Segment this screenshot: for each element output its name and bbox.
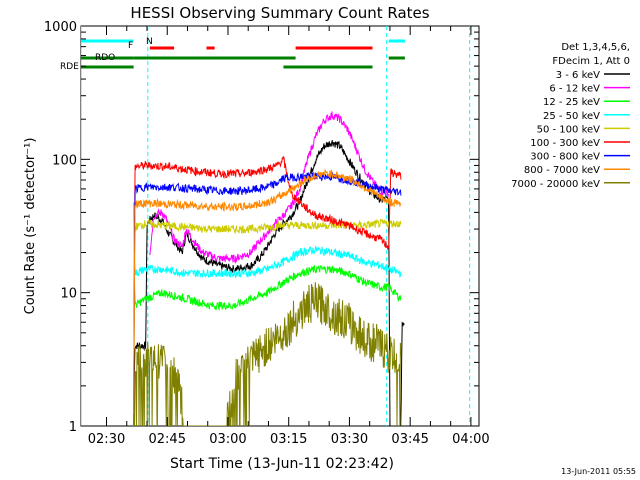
x-tick-label: 03:15 bbox=[270, 432, 307, 447]
legend: Det 1,3,4,5,6, FDecim 1, Att 0 3 - 6 keV 6 … bbox=[511, 42, 630, 190]
series-line bbox=[133, 202, 402, 280]
legend-entry: 50 - 100 keV bbox=[537, 124, 601, 135]
x-tick-label: 04:00 bbox=[452, 432, 489, 447]
legend-entry: 25 - 50 keV bbox=[543, 111, 600, 122]
series-line bbox=[133, 282, 402, 426]
legend-entry: 6 - 12 keV bbox=[549, 84, 600, 95]
y-axis-label: Count Rate (s⁻¹ detector⁻¹) bbox=[23, 138, 38, 315]
plot-area: N F RDO RDE bbox=[60, 26, 471, 426]
chart-title: HESSI Observing Summary Count Rates bbox=[130, 4, 429, 22]
flag-label: N bbox=[146, 37, 153, 47]
y-tick-label: 1000 bbox=[44, 20, 77, 35]
y-tick-label: 10 bbox=[60, 287, 77, 302]
x-tick-label: 03:00 bbox=[209, 432, 246, 447]
legend-entry: 3 - 6 keV bbox=[556, 70, 600, 81]
legend-entry: 7000 - 20000 keV bbox=[511, 179, 600, 190]
flag-label: RDO bbox=[95, 53, 115, 63]
series-line bbox=[133, 202, 402, 312]
y-tick-label: 100 bbox=[52, 153, 77, 168]
series-line bbox=[133, 168, 402, 426]
legend-entry: 800 - 7000 keV bbox=[524, 165, 600, 176]
legend-entry: 300 - 800 keV bbox=[530, 152, 600, 163]
x-tick-label: 03:45 bbox=[391, 432, 428, 447]
legend-entry: 12 - 25 keV bbox=[543, 97, 600, 108]
legend-entry: 100 - 300 keV bbox=[530, 138, 600, 149]
flag-label: F bbox=[128, 41, 133, 51]
series-line bbox=[133, 218, 402, 426]
x-tick-label: 02:30 bbox=[88, 432, 125, 447]
legend-header: Det 1,3,4,5,6, bbox=[561, 42, 630, 53]
axes: 1 10 100 1000 02:30 02:45 03:00 03:15 03:30 03:45… bbox=[44, 20, 490, 447]
series-line bbox=[133, 156, 402, 426]
generation-timestamp: 13-Jun-2011 05:55 bbox=[561, 467, 636, 476]
x-axis-label: Start Time (13-Jun-11 02:23:42) bbox=[170, 456, 394, 472]
x-tick-label: 02:45 bbox=[149, 432, 186, 447]
x-tick-label: 03:30 bbox=[331, 432, 368, 447]
y-tick-label: 1 bbox=[69, 420, 77, 435]
flag-label: RDE bbox=[60, 62, 79, 72]
legend-header: FDecim 1, Att 0 bbox=[552, 56, 630, 67]
series-line bbox=[81, 140, 405, 426]
